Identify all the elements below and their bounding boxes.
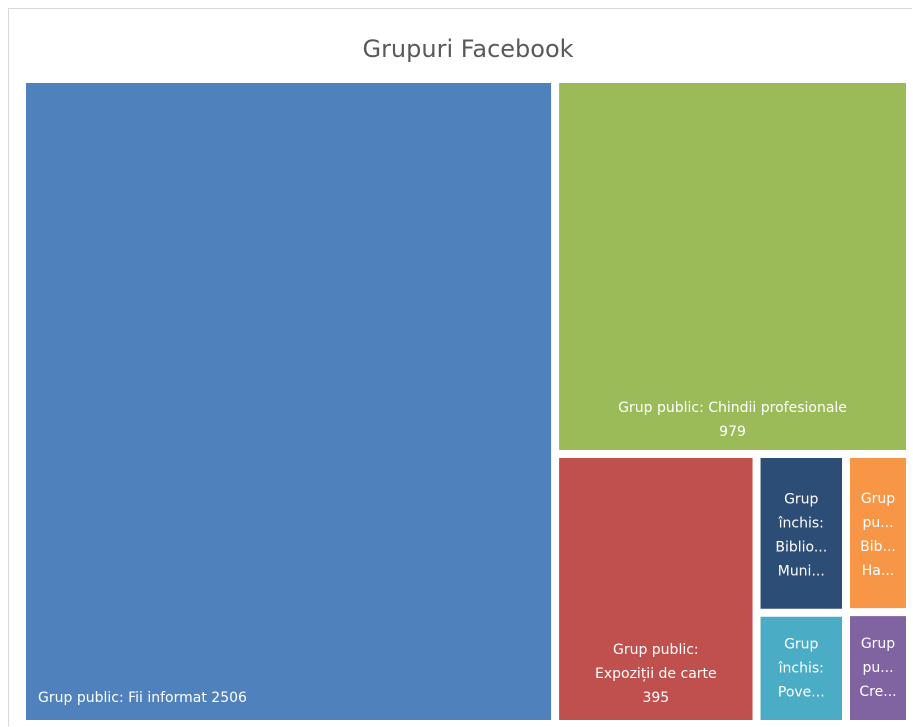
tile [26,83,552,720]
category-label: Grup public: Chindii profesionale [618,400,847,416]
category-label: Cre... [859,684,896,700]
tile [850,457,906,609]
value-label: 2506 [211,690,247,706]
tile-label: Grup public: Fii informat 2506 [38,690,247,706]
category-label: pu... [862,660,893,676]
category-label: Grup public: [613,642,699,658]
category-label: Expoziții de carte [595,666,717,682]
category-label: Grup public: Fii informat [38,690,207,706]
category-label: închis: [778,515,824,531]
category-label: închis: [778,660,824,676]
category-label: Bib... [860,539,896,555]
tile [850,616,906,720]
chart-frame [8,8,912,726]
category-label: Grup [784,636,818,652]
value-label: 395 [642,690,669,706]
tile [760,457,843,609]
category-label: Ha... [862,563,894,579]
category-label: Grup [861,636,895,652]
tile [760,616,843,720]
category-label: Biblio... [775,539,827,555]
category-label: pu... [862,515,893,531]
category-label: Muni... [778,563,825,579]
chart-title: Grupuri Facebook [362,35,573,63]
category-label: Pove... [778,684,825,700]
tile [559,457,753,720]
category-label: Grup [861,491,895,507]
tile [559,83,906,450]
value-label: 979 [719,424,746,440]
category-label: Grup [784,491,818,507]
